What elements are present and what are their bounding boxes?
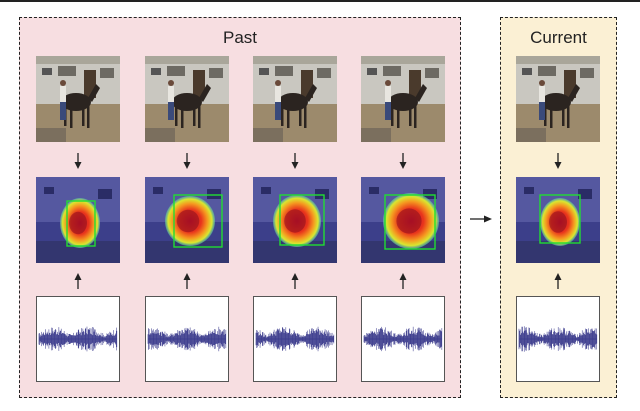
attention-heatmap-image: [516, 177, 600, 263]
caption-fragment: [0, 402, 640, 411]
arrow-down-icon: [290, 153, 300, 169]
arrow-right-icon: [470, 214, 492, 224]
audio-waveform-image: [36, 296, 120, 382]
arrow-down-icon: [398, 153, 408, 169]
video-frame-image: [145, 56, 229, 142]
arrow-up-icon: [182, 273, 192, 289]
current-panel-title: Current: [530, 28, 587, 47]
audio-waveform-image: [145, 296, 229, 382]
attention-heatmap-image: [361, 177, 445, 263]
arrow-up-icon: [398, 273, 408, 289]
audio-waveform-image: [516, 296, 600, 382]
attention-heatmap-image: [253, 177, 337, 263]
arrow-down-icon: [553, 153, 563, 169]
attention-heatmap-image: [145, 177, 229, 263]
attention-heatmap-image: [36, 177, 120, 263]
video-frame-image: [253, 56, 337, 142]
arrow-down-icon: [73, 153, 83, 169]
past-panel-title: Past: [222, 28, 258, 47]
arrow-up-icon: [73, 273, 83, 289]
audio-waveform-image: [253, 296, 337, 382]
arrow-up-icon: [553, 273, 563, 289]
video-frame-image: [361, 56, 445, 142]
video-frame-image: [516, 56, 600, 142]
arrow-up-icon: [290, 273, 300, 289]
audio-waveform-image: [361, 296, 445, 382]
arrow-down-icon: [182, 153, 192, 169]
video-frame-image: [36, 56, 120, 142]
top-rule: [0, 0, 640, 2]
